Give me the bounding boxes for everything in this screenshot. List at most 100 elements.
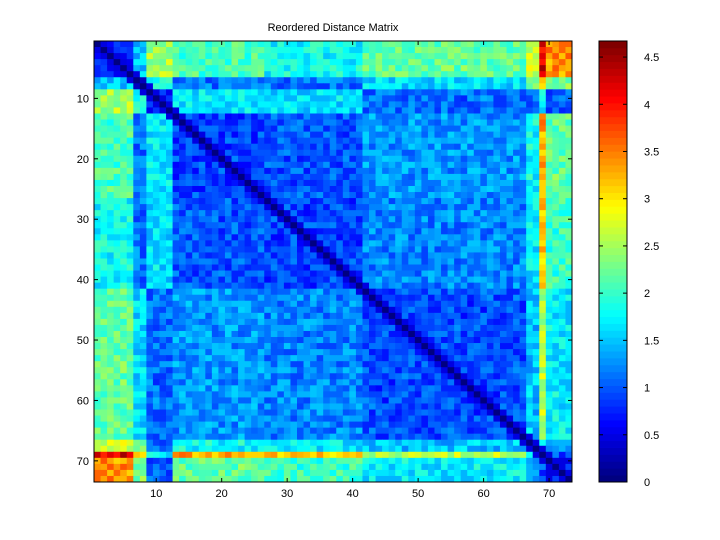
heatmap-cell xyxy=(172,361,180,368)
heatmap-cell xyxy=(329,179,337,187)
heatmap-cell xyxy=(539,216,547,223)
heatmap-cell xyxy=(447,306,455,314)
heatmap-cell xyxy=(303,77,311,84)
heatmap-cell xyxy=(480,421,488,429)
heatmap-cell xyxy=(441,427,448,435)
heatmap-cell xyxy=(107,421,115,429)
heatmap-cell xyxy=(198,373,206,380)
heatmap-cell xyxy=(480,258,488,265)
heatmap-cell xyxy=(395,125,403,133)
heatmap-cell xyxy=(369,445,376,453)
heatmap-cell xyxy=(473,167,481,175)
heatmap-cell xyxy=(218,119,226,126)
heatmap-cell xyxy=(342,433,350,441)
heatmap-cell xyxy=(94,143,101,151)
heatmap-cell xyxy=(441,53,448,60)
heatmap-cell xyxy=(447,65,455,72)
heatmap-cell xyxy=(316,427,324,435)
heatmap-cell xyxy=(244,312,252,320)
heatmap-cell xyxy=(198,234,206,241)
heatmap-cell xyxy=(434,312,442,320)
heatmap-cell xyxy=(480,83,488,90)
heatmap-cell xyxy=(257,89,265,96)
heatmap-cell xyxy=(434,433,442,441)
heatmap-cell xyxy=(224,119,232,126)
heatmap-cell xyxy=(486,270,494,277)
heatmap-cell xyxy=(558,131,566,139)
heatmap-cell xyxy=(545,47,553,54)
heatmap-cell xyxy=(388,312,396,320)
heatmap-cell xyxy=(139,95,147,102)
heatmap-cell xyxy=(172,306,180,314)
heatmap-cell xyxy=(460,264,468,271)
heatmap-cell xyxy=(493,385,501,392)
heatmap-cell xyxy=(382,47,390,54)
heatmap-cell xyxy=(558,276,566,284)
heatmap-cell xyxy=(120,125,128,133)
heatmap-cell xyxy=(454,179,462,187)
heatmap-cell xyxy=(251,89,259,96)
heatmap-cell xyxy=(192,427,200,435)
heatmap-cell xyxy=(434,149,442,157)
heatmap-cell xyxy=(539,421,547,429)
heatmap-cell xyxy=(316,83,324,90)
heatmap-cell xyxy=(447,294,455,302)
heatmap-cell xyxy=(427,337,435,344)
heatmap-cell xyxy=(159,415,167,422)
heatmap-cell xyxy=(323,198,331,205)
heatmap-cell xyxy=(408,246,416,253)
heatmap-cell xyxy=(264,433,272,441)
heatmap-cell xyxy=(251,264,259,271)
heatmap-cell xyxy=(238,41,245,48)
heatmap-cell xyxy=(231,373,239,380)
heatmap-cell xyxy=(486,234,494,241)
heatmap-cell xyxy=(133,349,141,356)
heatmap-cell xyxy=(388,71,396,78)
heatmap-cell xyxy=(362,264,370,271)
heatmap-cell xyxy=(231,167,239,175)
heatmap-cell xyxy=(152,216,160,223)
heatmap-cell xyxy=(513,276,521,284)
heatmap-cell xyxy=(526,403,534,410)
heatmap-cell xyxy=(283,173,291,181)
heatmap-cell xyxy=(113,361,121,368)
heatmap-cell xyxy=(539,131,547,139)
heatmap-cell xyxy=(565,192,573,199)
heatmap-cell xyxy=(414,300,422,308)
heatmap-cell xyxy=(526,276,534,284)
heatmap-cell xyxy=(296,210,304,217)
heatmap-cell xyxy=(238,409,245,416)
heatmap-cell xyxy=(532,409,540,416)
heatmap-cell xyxy=(447,343,455,350)
heatmap-cell xyxy=(283,113,291,120)
heatmap-cell xyxy=(414,125,422,133)
heatmap-cell xyxy=(539,318,547,326)
heatmap-cell xyxy=(558,246,566,253)
heatmap-cell xyxy=(198,252,206,259)
heatmap-cell xyxy=(126,433,134,441)
heatmap-cell xyxy=(382,439,390,447)
heatmap-cell xyxy=(166,216,173,223)
heatmap-cell xyxy=(146,349,154,356)
heatmap-cell xyxy=(329,433,337,441)
heatmap-cell xyxy=(369,240,376,247)
heatmap-cell xyxy=(205,385,213,392)
heatmap-cell xyxy=(185,324,193,332)
heatmap-cell xyxy=(94,306,101,314)
heatmap-cell xyxy=(120,276,128,284)
heatmap-cell xyxy=(467,59,475,66)
heatmap-cell xyxy=(113,282,121,290)
heatmap-cell xyxy=(126,192,134,199)
heatmap-cell xyxy=(257,409,265,416)
heatmap-cell xyxy=(251,179,259,187)
heatmap-cell xyxy=(113,409,121,416)
heatmap-cell xyxy=(506,137,514,145)
heatmap-cell xyxy=(224,349,232,356)
heatmap-cell xyxy=(506,41,514,48)
heatmap-cell xyxy=(342,385,350,392)
heatmap-cell xyxy=(198,349,206,356)
heatmap-cell xyxy=(172,161,180,169)
heatmap-cell xyxy=(152,59,160,66)
heatmap-cell xyxy=(270,65,278,72)
heatmap-cell xyxy=(257,246,265,253)
